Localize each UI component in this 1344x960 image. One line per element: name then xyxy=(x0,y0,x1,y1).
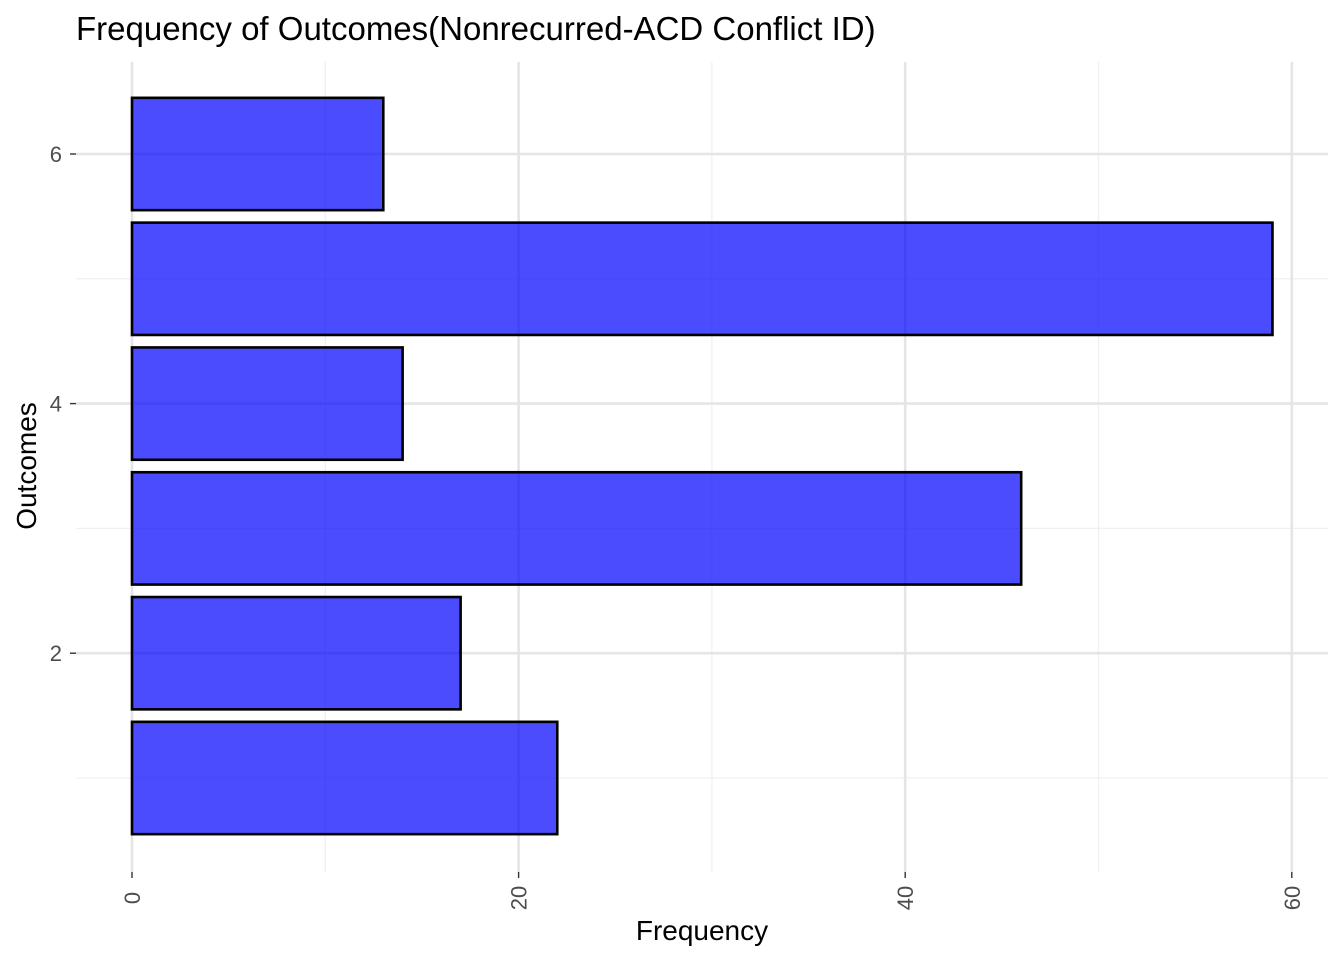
tick-labels: 0 20 40 60 2 4 6 xyxy=(50,142,1305,910)
y-tick-label: 6 xyxy=(50,142,62,167)
tick-marks xyxy=(70,153,1293,878)
y-tick-label: 2 xyxy=(50,641,62,666)
y-axis-title: Outcomes xyxy=(11,402,42,530)
bars xyxy=(130,96,1274,836)
bar-outcome-6 xyxy=(130,96,385,212)
y-tick-label: 4 xyxy=(50,392,62,417)
bar-outcome-1 xyxy=(130,720,559,836)
bar-outcome-5 xyxy=(130,221,1274,337)
bar-outcome-3 xyxy=(130,470,1023,586)
x-tick-label: 20 xyxy=(507,886,532,910)
bar-outcome-2 xyxy=(130,595,462,711)
bar-outcome-4 xyxy=(130,346,404,462)
x-tick-label: 40 xyxy=(893,886,918,910)
x-tick-label: 60 xyxy=(1280,886,1305,910)
x-tick-label: 0 xyxy=(120,892,145,904)
chart-title: Frequency of Outcomes(Nonrecurred-ACD Co… xyxy=(76,10,876,47)
x-axis-title: Frequency xyxy=(636,915,768,946)
